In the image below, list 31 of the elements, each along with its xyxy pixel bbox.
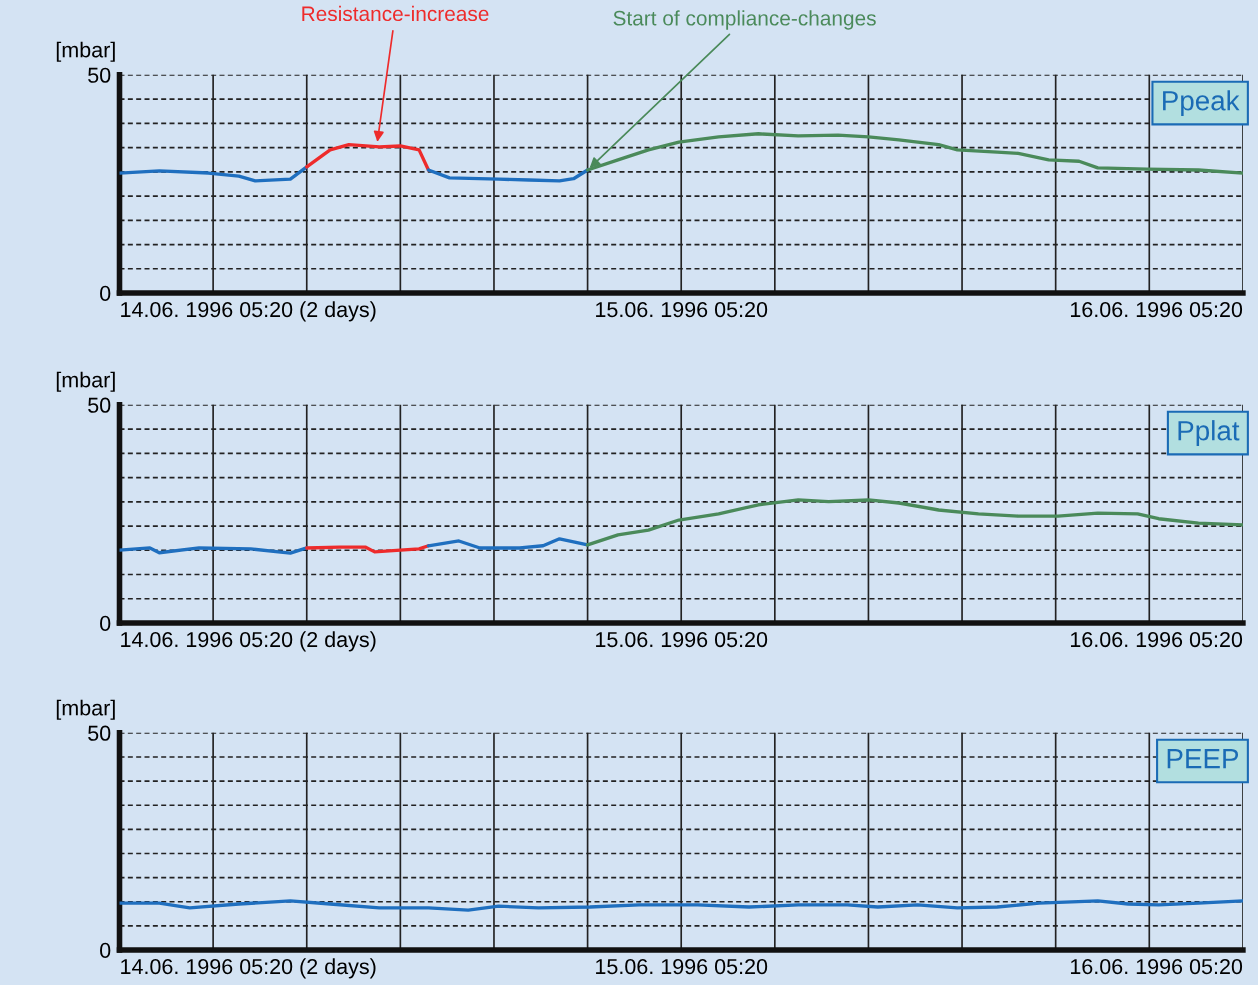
annotation: Ppeak xyxy=(1163,90,1240,117)
x-tick-label: 14.06. 1996 05:20 (2 days) xyxy=(121,301,376,322)
x-tick-label: 15.06. 1996 05:20 xyxy=(596,631,768,648)
x-tick-label: 16.06. 1996 05:20 xyxy=(1070,301,1243,318)
y-tick-label: 50 xyxy=(88,725,111,741)
y-axis-title: [mbar] xyxy=(56,371,115,392)
line-series xyxy=(305,544,431,554)
x-tick-label: 15.06. 1996 05:20 xyxy=(596,958,768,975)
line-series xyxy=(426,537,590,550)
y-tick-label: 0 xyxy=(100,615,111,632)
x-tick-label: 16.06. 1996 05:20 xyxy=(1070,958,1243,975)
annotation: Pplat xyxy=(1178,420,1240,446)
y-tick-label: 0 xyxy=(100,285,111,302)
y-tick-label: 0 xyxy=(100,942,111,959)
x-tick-label: 14.06. 1996 05:20 (2 days) xyxy=(121,958,376,979)
annotation: PEEP xyxy=(1167,749,1239,769)
x-tick-label: 14.06. 1996 05:20 (2 days) xyxy=(121,631,376,652)
line-series xyxy=(305,143,431,172)
y-tick-label: 50 xyxy=(88,67,111,83)
y-axis-title: [mbar] xyxy=(56,699,115,720)
line-series xyxy=(585,132,1243,175)
line-series xyxy=(426,168,590,183)
x-tick-label: 16.06. 1996 05:20 xyxy=(1070,631,1243,648)
x-tick-label: 15.06. 1996 05:20 xyxy=(596,301,768,318)
y-axis-title: [mbar] xyxy=(56,41,115,62)
line-series xyxy=(119,165,309,183)
line-series xyxy=(585,498,1243,547)
y-tick-label: 50 xyxy=(88,397,111,413)
line-series xyxy=(119,899,1243,912)
annotation: Start of compliance-changes xyxy=(613,10,876,30)
annotation: Resistance-increase xyxy=(302,5,489,22)
